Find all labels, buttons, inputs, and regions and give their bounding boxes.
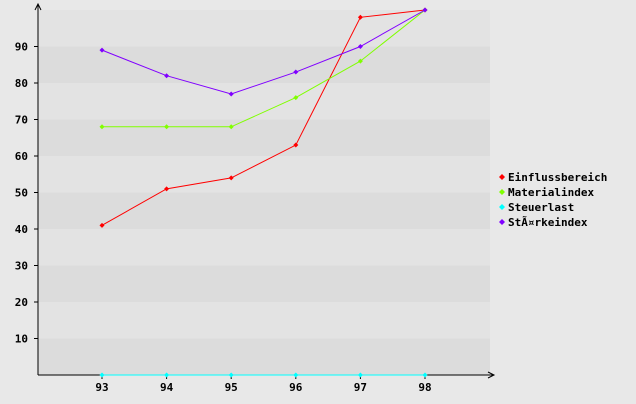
grid-band [38, 83, 490, 120]
y-tick-label: 50 [15, 187, 28, 200]
grid-band [38, 302, 490, 339]
data-point [293, 69, 299, 75]
y-tick-label: 80 [15, 77, 28, 90]
legend-label: StÃ¤rkeindex [508, 216, 588, 229]
data-point [228, 175, 234, 181]
series-steuerlast [99, 372, 428, 378]
grid-band [38, 229, 490, 266]
x-tick-label: 94 [160, 381, 174, 394]
grid-bands [38, 10, 490, 375]
x-tick-label: 97 [354, 381, 367, 394]
data-point [99, 222, 105, 228]
legend-marker [499, 219, 505, 225]
grid-band [38, 10, 490, 47]
y-tick-label: 40 [15, 223, 28, 236]
x-tick-label: 95 [225, 381, 238, 394]
grid-band [38, 192, 490, 229]
data-point [164, 186, 170, 192]
series-materialindex [99, 7, 428, 130]
series-line [101, 9, 426, 226]
x-tick-label: 98 [418, 381, 431, 394]
legend: Einflussbereich Materialindex Steuerlast St… [499, 171, 607, 229]
data-point [164, 124, 170, 130]
data-point [357, 372, 363, 378]
data-point [228, 91, 234, 97]
legend-label: Steuerlast [508, 201, 574, 214]
data-point [357, 58, 363, 64]
y-axis-ticks: 10 20 30 40 50 60 70 80 90 [15, 41, 38, 346]
y-tick-label: 20 [15, 296, 28, 309]
data-point [99, 124, 105, 130]
x-tick-label: 96 [289, 381, 303, 394]
series-line [101, 9, 426, 95]
grid-band [38, 119, 490, 156]
data-point [99, 47, 105, 53]
y-axis-arrow [34, 2, 42, 11]
grid-band [38, 46, 490, 83]
data-point [422, 7, 428, 13]
data-point [164, 73, 170, 79]
grid-band [38, 156, 490, 193]
data-point [293, 142, 299, 148]
legend-marker [499, 204, 505, 210]
legend-marker [499, 189, 505, 195]
series-lines [99, 7, 428, 378]
y-tick-label: 10 [15, 333, 28, 346]
legend-label: Materialindex [508, 186, 594, 199]
y-tick-label: 90 [15, 41, 28, 54]
legend-marker [499, 174, 505, 180]
data-point [164, 372, 170, 378]
data-point [228, 372, 234, 378]
y-tick-label: 30 [15, 260, 28, 273]
data-point [293, 95, 299, 101]
x-tick-label: 93 [95, 381, 108, 394]
data-point [99, 372, 105, 378]
legend-label: Einflussbereich [508, 171, 607, 184]
data-point [422, 372, 428, 378]
data-point [357, 44, 363, 49]
series-line [102, 9, 426, 128]
data-point [228, 124, 234, 130]
data-point [357, 14, 363, 20]
grid-band [38, 338, 490, 375]
y-tick-label: 70 [15, 114, 28, 127]
data-point [293, 372, 299, 378]
x-axis-arrow [487, 371, 496, 379]
grid-band [38, 265, 490, 302]
x-axis-ticks: 93 94 95 96 97 98 [95, 375, 432, 394]
y-tick-label: 60 [15, 150, 28, 163]
series-st-rkeindex [99, 7, 428, 97]
